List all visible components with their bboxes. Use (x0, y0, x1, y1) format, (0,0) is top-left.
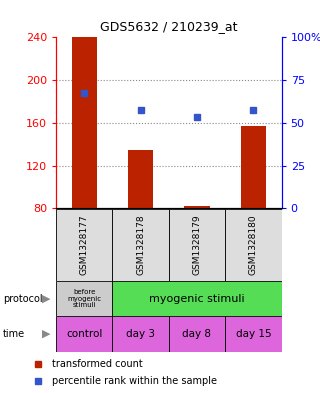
Text: day 15: day 15 (236, 329, 271, 339)
Text: percentile rank within the sample: percentile rank within the sample (52, 376, 217, 386)
Text: myogenic stimuli: myogenic stimuli (149, 294, 245, 304)
Bar (128, 149, 153, 208)
Text: control: control (66, 329, 102, 339)
Text: GSM1328177: GSM1328177 (80, 215, 89, 275)
Text: day 8: day 8 (182, 329, 212, 339)
Bar (169, 209, 225, 281)
Title: GDS5632 / 210239_at: GDS5632 / 210239_at (100, 20, 237, 33)
Text: before
myogenic
stimuli: before myogenic stimuli (67, 289, 101, 308)
Bar (241, 126, 266, 208)
Bar (112, 316, 169, 352)
Text: GSM1328180: GSM1328180 (249, 215, 258, 275)
Bar (184, 206, 210, 208)
Text: GSM1328178: GSM1328178 (136, 215, 145, 275)
Bar (71, 37, 97, 208)
Text: protocol: protocol (3, 294, 43, 304)
Text: day 3: day 3 (126, 329, 155, 339)
Bar (225, 316, 282, 352)
Bar (112, 209, 169, 281)
Bar (56, 316, 112, 352)
Bar (56, 281, 112, 316)
Bar (225, 209, 282, 281)
Bar (169, 316, 225, 352)
Text: GSM1328179: GSM1328179 (193, 215, 202, 275)
Bar (112, 281, 282, 316)
Text: transformed count: transformed count (52, 358, 142, 369)
Text: time: time (3, 329, 25, 339)
Text: ▶: ▶ (42, 294, 51, 304)
Bar (56, 209, 112, 281)
Text: ▶: ▶ (42, 329, 51, 339)
